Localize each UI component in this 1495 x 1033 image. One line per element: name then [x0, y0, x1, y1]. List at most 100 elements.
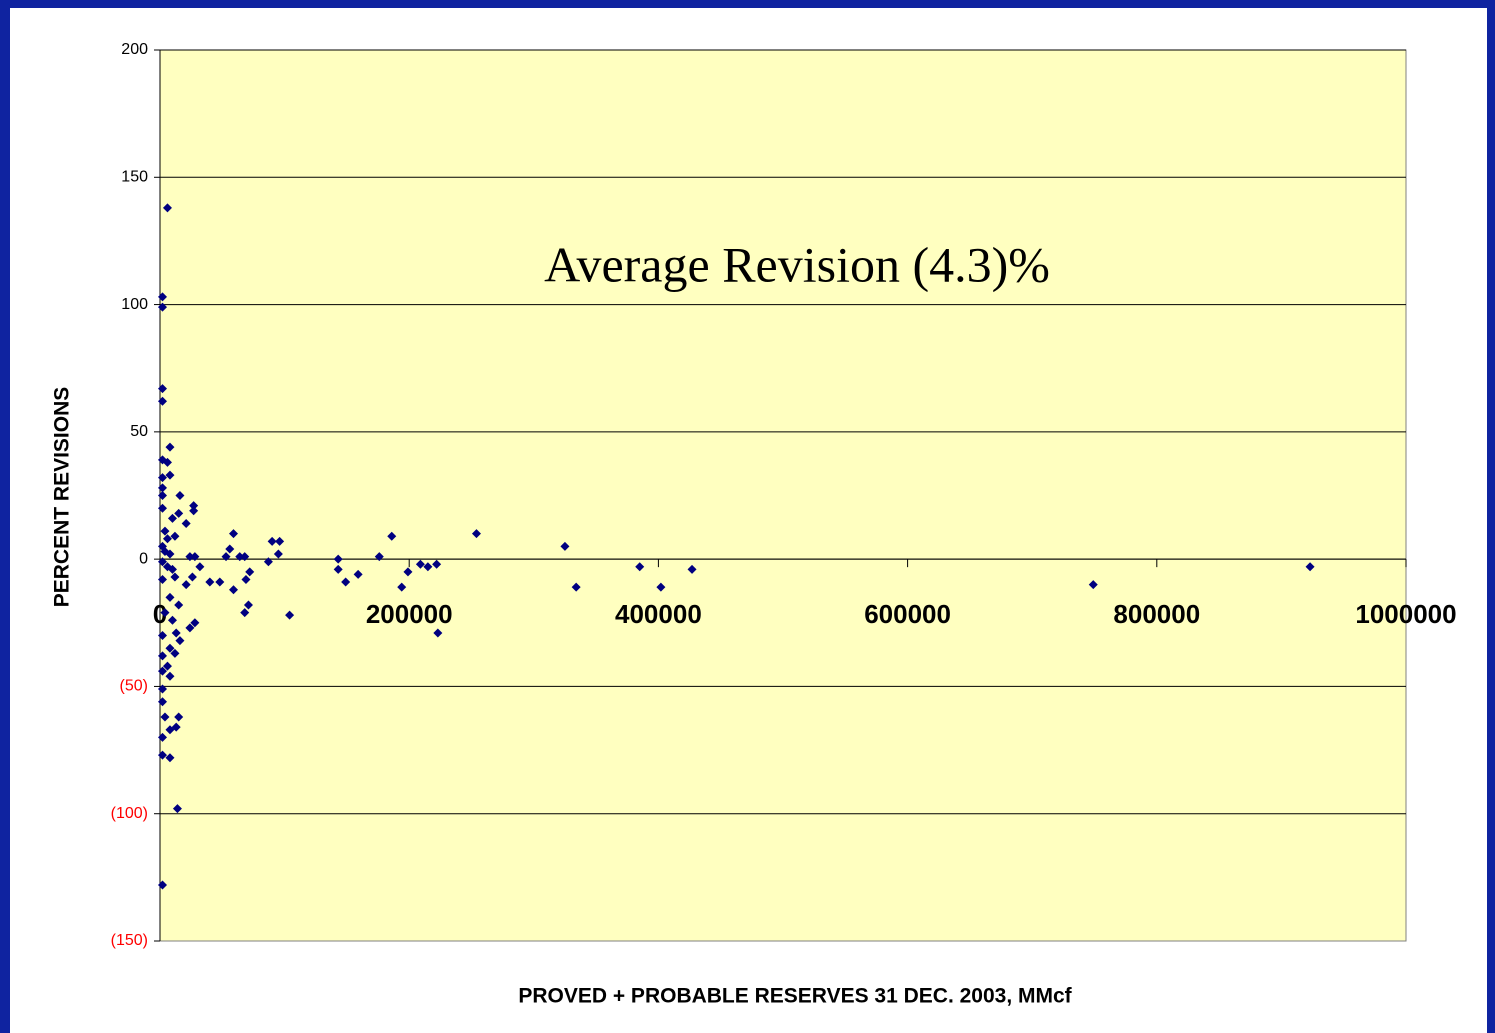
data-point [174, 508, 184, 518]
data-point [273, 549, 283, 559]
data-point [165, 671, 175, 681]
x-tick-label: 800000 [1113, 599, 1200, 629]
data-point [353, 569, 363, 579]
data-point [157, 631, 167, 641]
data-point [165, 470, 175, 480]
x-tick-label: 1000000 [1355, 599, 1456, 629]
data-point [341, 577, 351, 587]
data-point [157, 384, 167, 394]
x-tick-label: 200000 [366, 599, 453, 629]
data-point [241, 575, 251, 585]
data-point [433, 628, 443, 638]
data-point [175, 491, 185, 500]
data-point [403, 567, 413, 577]
data-point [165, 643, 175, 653]
data-point [235, 552, 245, 562]
data-point [687, 564, 697, 574]
data-point [656, 582, 666, 592]
data-point [157, 651, 167, 661]
y-tick-label: 200 [121, 41, 148, 58]
y-tick-label: (50) [120, 678, 148, 695]
data-point [221, 552, 231, 562]
data-point [185, 552, 195, 562]
data-point [189, 506, 199, 516]
x-axis-title: PROVED + PROBABLE RESERVES 31 DEC. 2003,… [518, 985, 1072, 1008]
data-point [190, 618, 200, 628]
y-axis-title: PERCENT REVISIONS [51, 387, 74, 608]
data-point [157, 666, 167, 676]
data-point [571, 582, 581, 592]
data-point [162, 457, 172, 467]
y-tick-label: 50 [130, 423, 148, 440]
annotation: Average Revision (4.3)% [544, 236, 1050, 292]
data-point [157, 732, 167, 742]
x-tick-label: 600000 [864, 599, 951, 629]
data-point [172, 804, 182, 814]
data-point [157, 750, 167, 760]
data-point [175, 636, 185, 646]
y-tick-label: 0 [139, 550, 148, 567]
data-point [165, 592, 175, 602]
data-point [157, 575, 167, 585]
data-point [162, 534, 172, 544]
data-point [174, 600, 184, 610]
data-point [397, 582, 407, 592]
data-point [167, 615, 177, 625]
data-point [1088, 580, 1098, 590]
data-point [174, 712, 184, 722]
data-point [162, 203, 172, 213]
data-point [560, 541, 570, 551]
data-point [157, 396, 167, 406]
x-tick-label: 400000 [615, 599, 702, 629]
data-point [415, 559, 425, 569]
y-tick-label: (100) [111, 805, 148, 822]
data-point [162, 661, 172, 671]
data-point [157, 491, 167, 500]
data-point [205, 577, 215, 587]
data-point [160, 526, 170, 536]
data-point [165, 549, 175, 559]
data-point [189, 501, 199, 511]
y-tick-label: 100 [121, 296, 148, 313]
data-point [333, 554, 343, 564]
data-point [181, 580, 191, 590]
data-point [240, 552, 250, 562]
data-point [167, 564, 177, 574]
data-point [157, 503, 167, 513]
data-point [263, 557, 273, 567]
data-point [157, 292, 167, 302]
data-point [229, 585, 239, 595]
data-point [157, 684, 167, 694]
data-point [167, 513, 177, 523]
data-point [374, 552, 384, 562]
data-point [333, 564, 343, 574]
data-point [225, 544, 235, 554]
data-point [243, 600, 253, 610]
data-point [157, 483, 167, 493]
data-point [165, 442, 175, 452]
x-tick-label: 0 [153, 599, 167, 629]
data-point [1305, 562, 1315, 572]
y-tick-label: (150) [111, 932, 148, 949]
data-point [157, 880, 167, 890]
plot-area [159, 49, 1407, 942]
data-point [267, 536, 277, 546]
y-tick-label: 150 [121, 169, 148, 186]
data-point [157, 473, 167, 483]
data-point [215, 577, 225, 587]
data-point [275, 536, 285, 546]
data-point [432, 559, 442, 569]
data-point [187, 572, 197, 582]
data-point [387, 531, 397, 541]
data-point [157, 697, 167, 707]
data-point [195, 562, 205, 572]
data-point [170, 531, 180, 541]
data-point [170, 572, 180, 582]
data-point [160, 712, 170, 722]
data-point [160, 608, 170, 618]
data-point [285, 610, 295, 620]
data-point [165, 725, 175, 735]
data-point [423, 562, 433, 572]
data-point [165, 753, 175, 763]
